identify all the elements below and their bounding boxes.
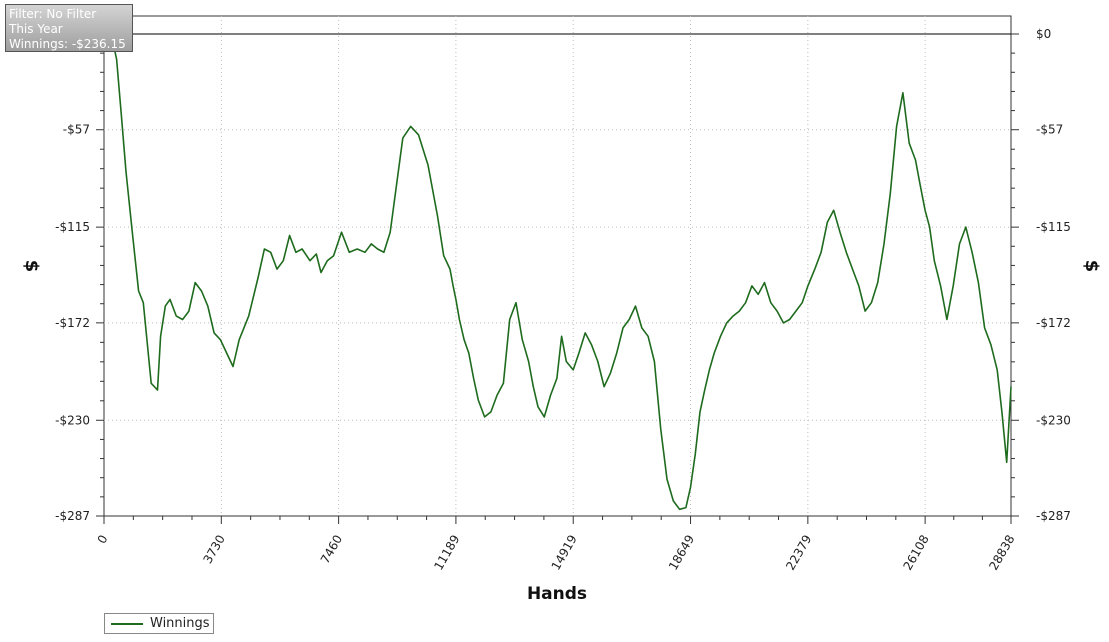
chart-legend: Winnings (104, 613, 214, 634)
summary-info-box: Filter: No Filter This Year Winnings: -$… (5, 4, 133, 52)
legend-label-winnings: Winnings (150, 616, 210, 631)
y-tick-label: -$115 (1036, 220, 1071, 234)
y-tick-label: -$287 (1036, 509, 1071, 523)
x-tick-label: 3730 (201, 533, 228, 566)
y-axis-title-left: $ (21, 260, 42, 273)
y-tick-label: -$172 (1036, 316, 1071, 330)
x-tick-label: 11189 (431, 533, 462, 573)
y-tick-label: -$115 (55, 220, 90, 234)
period-text: This Year (9, 22, 63, 36)
y-tick-labels-left: $0-$57-$115-$172-$230-$287 (55, 27, 90, 523)
grid-lines (104, 16, 1011, 516)
axis-ticks (96, 33, 1019, 524)
x-tick-label: 26108 (901, 533, 932, 573)
y-tick-label: -$57 (63, 123, 90, 137)
y-axis-title-right: $ (1081, 260, 1102, 273)
y-tick-label: $0 (1036, 27, 1051, 41)
y-tick-label: -$172 (55, 316, 90, 330)
y-tick-label: -$57 (1036, 123, 1063, 137)
x-tick-label: 18649 (666, 533, 697, 573)
legend-swatch-winnings (111, 623, 143, 625)
series-layer (103, 36, 1012, 511)
x-tick-label: 7460 (318, 533, 345, 566)
x-tick-label: 0 (95, 533, 111, 547)
plot-area (103, 15, 1012, 517)
y-tick-label: -$230 (1036, 413, 1071, 427)
y-tick-labels-right: $0 -$57 -$115 -$172 -$230 -$287 (1036, 27, 1071, 523)
y-tick-label: -$287 (55, 509, 90, 523)
winnings-text: Winnings: -$236.15 (9, 37, 126, 51)
x-tick-label: 28838 (986, 533, 1017, 573)
x-tick-label: 14919 (549, 533, 580, 573)
x-tick-label: 22379 (783, 533, 814, 573)
filter-text: Filter: No Filter (9, 7, 97, 21)
x-axis-title: Hands (527, 584, 587, 604)
x-tick-labels: 0 3730 7460 11189 14919 18649 22379 26108 28838 (95, 533, 1018, 573)
series-line-winnings (103, 36, 1012, 511)
y-tick-label: -$230 (55, 413, 90, 427)
